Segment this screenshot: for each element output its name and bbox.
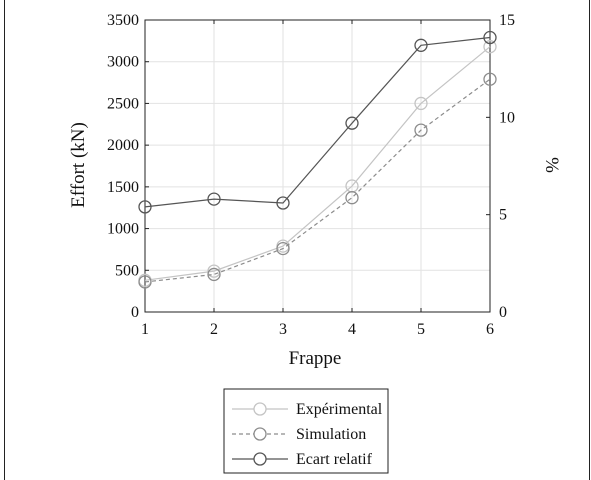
y-tick-label: 1500 (107, 179, 139, 196)
legend-label: Simulation (296, 426, 366, 443)
x-tick-label: 5 (417, 321, 425, 338)
legend-marker (253, 402, 267, 416)
y-tick-label: 3000 (107, 54, 139, 71)
frame-border-left (4, 0, 5, 480)
series-1 (138, 72, 497, 289)
y-tick-label: 500 (115, 262, 139, 279)
x-tick-label: 1 (141, 321, 149, 338)
legend-label: Ecart relatif (296, 451, 373, 468)
data-point (414, 123, 428, 137)
x-tick-label: 3 (279, 321, 287, 338)
data-point (276, 241, 290, 256)
y2-tick-label: 10 (499, 109, 515, 126)
series-line (144, 78, 491, 283)
y-tick-label: 0 (131, 304, 139, 321)
data-point (138, 275, 152, 289)
grid-lines (144, 19, 491, 313)
data-point (207, 264, 221, 278)
y-tick-label: 2000 (107, 137, 139, 154)
y-axis-title: Effort (kN) (68, 122, 89, 208)
data-point (414, 96, 428, 111)
data-point (345, 191, 359, 205)
y2-tick-label: 15 (499, 12, 515, 29)
legend-items: Expérimental Simulation Ecart relatif (232, 401, 383, 468)
data-point (483, 40, 497, 54)
data-point (207, 267, 221, 282)
x-tick-label: 4 (348, 321, 356, 338)
frame-border-right (589, 0, 590, 480)
x-tick-label: 6 (486, 321, 494, 338)
series-line (144, 36, 491, 208)
legend-item: Simulation (232, 426, 366, 443)
plot-area-frame (144, 19, 491, 313)
data-point (414, 38, 428, 52)
data-point (276, 196, 290, 210)
legend: Expérimental Simulation Ecart relatif (223, 388, 389, 474)
x-axis-title: Frappe (289, 348, 342, 369)
data-point (207, 192, 221, 206)
series-layer (138, 30, 497, 289)
data-point (483, 30, 497, 45)
y-tick-label: 1000 (107, 221, 139, 238)
legend-marker (253, 427, 267, 441)
y2-tick-label: 5 (499, 207, 507, 224)
y2-axis-title: % (541, 157, 562, 173)
y-tick-label: 3500 (107, 12, 139, 29)
data-point (138, 200, 152, 214)
legend-marker (253, 452, 267, 466)
data-point (483, 72, 497, 86)
y2-tick-label: 0 (499, 304, 507, 321)
series-2 (138, 30, 497, 214)
series-line (144, 46, 491, 281)
y-tick-label: 2500 (107, 95, 139, 112)
legend-item: Expérimental (232, 401, 383, 418)
legend-item: Ecart relatif (232, 451, 373, 468)
legend-label: Expérimental (296, 401, 383, 418)
x-tick-label: 2 (210, 321, 218, 338)
data-point (345, 116, 359, 130)
